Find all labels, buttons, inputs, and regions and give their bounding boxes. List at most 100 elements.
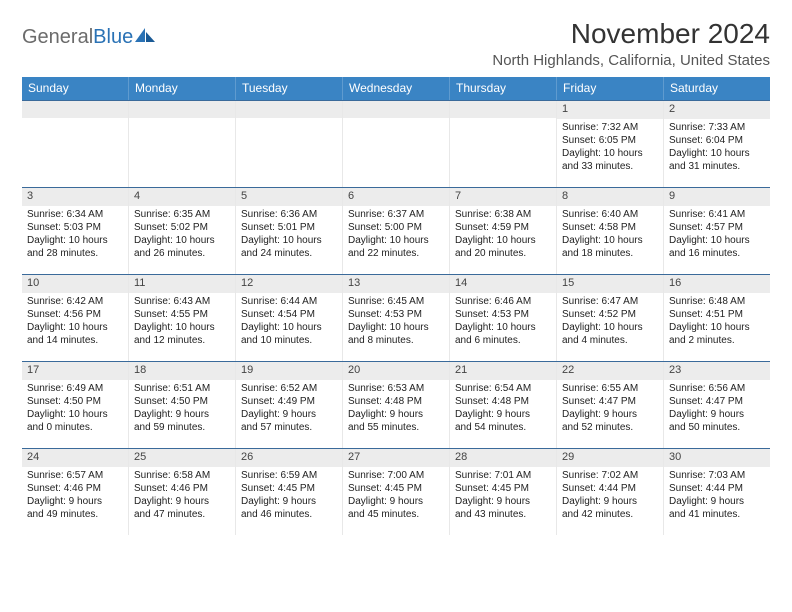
- day-cell: 23Sunrise: 6:56 AMSunset: 4:47 PMDayligh…: [664, 362, 770, 448]
- sunrise-text: Sunrise: 6:43 AM: [134, 295, 230, 308]
- calendar-page: GeneralBlue November 2024 North Highland…: [0, 0, 792, 545]
- weekday-header: Sunday: [22, 77, 129, 100]
- day-cell: 26Sunrise: 6:59 AMSunset: 4:45 PMDayligh…: [236, 449, 343, 535]
- sunrise-text: Sunrise: 6:48 AM: [669, 295, 765, 308]
- daylight-text-1: Daylight: 10 hours: [669, 234, 765, 247]
- day-number-empty: [343, 101, 449, 118]
- day-cell: 14Sunrise: 6:46 AMSunset: 4:53 PMDayligh…: [450, 275, 557, 361]
- day-number: 20: [343, 362, 449, 380]
- day-cell: [129, 101, 236, 187]
- sunset-text: Sunset: 4:47 PM: [562, 395, 658, 408]
- daylight-text-1: Daylight: 10 hours: [562, 321, 658, 334]
- daylight-text-1: Daylight: 9 hours: [669, 408, 765, 421]
- sunrise-text: Sunrise: 7:01 AM: [455, 469, 551, 482]
- daylight-text-2: and 8 minutes.: [348, 334, 444, 347]
- day-number: 3: [22, 188, 128, 206]
- day-body: Sunrise: 6:55 AMSunset: 4:47 PMDaylight:…: [557, 380, 663, 438]
- day-body: Sunrise: 6:49 AMSunset: 4:50 PMDaylight:…: [22, 380, 128, 438]
- sunset-text: Sunset: 5:01 PM: [241, 221, 337, 234]
- day-body: Sunrise: 6:42 AMSunset: 4:56 PMDaylight:…: [22, 293, 128, 351]
- day-cell: 20Sunrise: 6:53 AMSunset: 4:48 PMDayligh…: [343, 362, 450, 448]
- day-number: 25: [129, 449, 235, 467]
- day-number: 10: [22, 275, 128, 293]
- day-body: Sunrise: 6:44 AMSunset: 4:54 PMDaylight:…: [236, 293, 342, 351]
- daylight-text-1: Daylight: 10 hours: [669, 147, 765, 160]
- sunrise-text: Sunrise: 6:44 AM: [241, 295, 337, 308]
- sunset-text: Sunset: 4:50 PM: [134, 395, 230, 408]
- day-cell: 27Sunrise: 7:00 AMSunset: 4:45 PMDayligh…: [343, 449, 450, 535]
- day-number-empty: [129, 101, 235, 118]
- week-row: 17Sunrise: 6:49 AMSunset: 4:50 PMDayligh…: [22, 361, 770, 448]
- daylight-text-1: Daylight: 9 hours: [134, 408, 230, 421]
- day-body: Sunrise: 6:59 AMSunset: 4:45 PMDaylight:…: [236, 467, 342, 525]
- sunset-text: Sunset: 5:00 PM: [348, 221, 444, 234]
- sunset-text: Sunset: 4:46 PM: [134, 482, 230, 495]
- sunrise-text: Sunrise: 6:57 AM: [27, 469, 123, 482]
- day-cell: [236, 101, 343, 187]
- day-cell: 15Sunrise: 6:47 AMSunset: 4:52 PMDayligh…: [557, 275, 664, 361]
- sunrise-text: Sunrise: 7:03 AM: [669, 469, 765, 482]
- sunset-text: Sunset: 4:47 PM: [669, 395, 765, 408]
- day-number: 7: [450, 188, 556, 206]
- month-title: November 2024: [492, 18, 770, 50]
- daylight-text-1: Daylight: 10 hours: [134, 321, 230, 334]
- sunset-text: Sunset: 4:44 PM: [562, 482, 658, 495]
- day-number: 1: [557, 101, 663, 119]
- sunrise-text: Sunrise: 7:33 AM: [669, 121, 765, 134]
- daylight-text-1: Daylight: 10 hours: [348, 234, 444, 247]
- daylight-text-1: Daylight: 9 hours: [27, 495, 123, 508]
- location-text: North Highlands, California, United Stat…: [492, 52, 770, 69]
- daylight-text-2: and 16 minutes.: [669, 247, 765, 260]
- sunset-text: Sunset: 4:48 PM: [348, 395, 444, 408]
- sunset-text: Sunset: 5:03 PM: [27, 221, 123, 234]
- sunset-text: Sunset: 4:51 PM: [669, 308, 765, 321]
- day-body: Sunrise: 7:03 AMSunset: 4:44 PMDaylight:…: [664, 467, 770, 525]
- day-cell: 29Sunrise: 7:02 AMSunset: 4:44 PMDayligh…: [557, 449, 664, 535]
- weekday-header: Friday: [557, 77, 664, 100]
- day-number: 28: [450, 449, 556, 467]
- daylight-text-2: and 18 minutes.: [562, 247, 658, 260]
- daylight-text-2: and 55 minutes.: [348, 421, 444, 434]
- day-body: Sunrise: 6:47 AMSunset: 4:52 PMDaylight:…: [557, 293, 663, 351]
- day-number: 29: [557, 449, 663, 467]
- day-number: 22: [557, 362, 663, 380]
- day-body: Sunrise: 7:32 AMSunset: 6:05 PMDaylight:…: [557, 119, 663, 177]
- day-cell: 30Sunrise: 7:03 AMSunset: 4:44 PMDayligh…: [664, 449, 770, 535]
- sunrise-text: Sunrise: 6:40 AM: [562, 208, 658, 221]
- sunrise-text: Sunrise: 6:52 AM: [241, 382, 337, 395]
- day-number-empty: [236, 101, 342, 118]
- day-cell: 4Sunrise: 6:35 AMSunset: 5:02 PMDaylight…: [129, 188, 236, 274]
- day-body: Sunrise: 6:48 AMSunset: 4:51 PMDaylight:…: [664, 293, 770, 351]
- daylight-text-2: and 33 minutes.: [562, 160, 658, 173]
- daylight-text-2: and 31 minutes.: [669, 160, 765, 173]
- daylight-text-2: and 22 minutes.: [348, 247, 444, 260]
- day-body: Sunrise: 6:37 AMSunset: 5:00 PMDaylight:…: [343, 206, 449, 264]
- sunrise-text: Sunrise: 6:42 AM: [27, 295, 123, 308]
- sunrise-text: Sunrise: 6:56 AM: [669, 382, 765, 395]
- daylight-text-2: and 49 minutes.: [27, 508, 123, 521]
- weekday-header: Wednesday: [343, 77, 450, 100]
- sunset-text: Sunset: 4:49 PM: [241, 395, 337, 408]
- logo: GeneralBlue: [22, 18, 157, 49]
- sunset-text: Sunset: 4:45 PM: [348, 482, 444, 495]
- day-number: 21: [450, 362, 556, 380]
- daylight-text-2: and 6 minutes.: [455, 334, 551, 347]
- sunset-text: Sunset: 5:02 PM: [134, 221, 230, 234]
- day-body: Sunrise: 6:40 AMSunset: 4:58 PMDaylight:…: [557, 206, 663, 264]
- day-number: 15: [557, 275, 663, 293]
- day-cell: 7Sunrise: 6:38 AMSunset: 4:59 PMDaylight…: [450, 188, 557, 274]
- sunset-text: Sunset: 4:54 PM: [241, 308, 337, 321]
- daylight-text-1: Daylight: 9 hours: [455, 495, 551, 508]
- daylight-text-2: and 10 minutes.: [241, 334, 337, 347]
- weekday-header: Monday: [129, 77, 236, 100]
- day-number: 24: [22, 449, 128, 467]
- day-body: Sunrise: 7:01 AMSunset: 4:45 PMDaylight:…: [450, 467, 556, 525]
- daylight-text-2: and 20 minutes.: [455, 247, 551, 260]
- sunset-text: Sunset: 4:44 PM: [669, 482, 765, 495]
- daylight-text-1: Daylight: 10 hours: [455, 321, 551, 334]
- day-cell: [22, 101, 129, 187]
- sunset-text: Sunset: 4:59 PM: [455, 221, 551, 234]
- day-number: 9: [664, 188, 770, 206]
- daylight-text-1: Daylight: 10 hours: [455, 234, 551, 247]
- day-body: Sunrise: 6:57 AMSunset: 4:46 PMDaylight:…: [22, 467, 128, 525]
